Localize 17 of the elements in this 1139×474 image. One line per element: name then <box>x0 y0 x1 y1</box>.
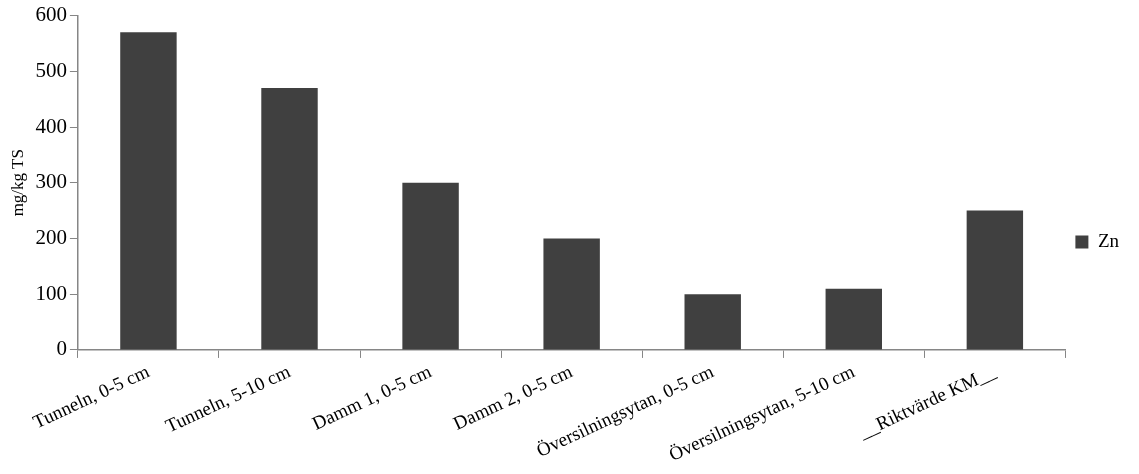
y-axis-title: mg/kg TS <box>7 149 27 217</box>
y-tick-label: 200 <box>35 225 67 249</box>
legend-label: Zn <box>1097 229 1120 251</box>
y-tick-label: 300 <box>35 169 67 194</box>
bar <box>825 288 882 350</box>
y-tick-label: 500 <box>35 57 67 82</box>
bar <box>402 182 459 350</box>
y-tick-label: 400 <box>35 113 67 138</box>
x-tick-label: Damm 1, 0-5 cm <box>308 360 435 434</box>
bar <box>684 294 741 350</box>
y-tick-label: 600 <box>35 2 67 27</box>
y-tick-label: 0 <box>56 336 67 361</box>
y-tick-label: 100 <box>35 280 67 305</box>
bar <box>261 88 318 350</box>
bar <box>543 238 600 350</box>
bar <box>966 210 1024 350</box>
bar <box>120 32 177 350</box>
